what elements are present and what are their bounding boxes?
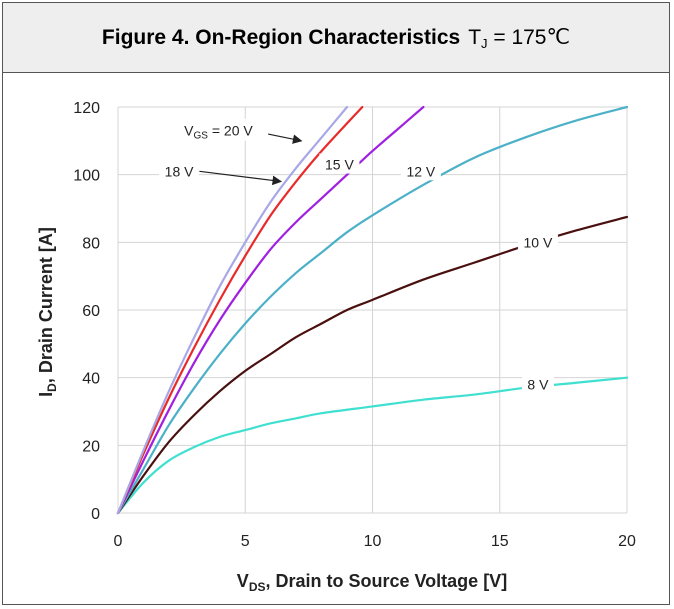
curve-label-1: 10 V (517, 231, 558, 252)
series-line-1 (116, 215, 629, 515)
curve-label-text-3: 15 V (325, 157, 354, 173)
y-tick-label-0: 0 (91, 506, 100, 523)
temperature-subscript: J (481, 35, 488, 51)
x-axis-title: VDS, Drain to Source Voltage [V] (237, 571, 507, 594)
y-axis-title: ID, Drain Current [A] (36, 227, 59, 397)
curve-labels: 8 V 10 V 12 V 15 V 18 V VGS = 20 V (159, 118, 558, 394)
temperature-condition: TJ = 175℃ (468, 25, 570, 51)
curve-label-3: 15 V (319, 153, 360, 174)
curve-label-bg-0 (521, 373, 554, 394)
y-axis-title-sub: D (45, 383, 59, 392)
y-tick-label-5: 100 (73, 168, 100, 185)
x-axis-title-rest: , Drain to Source Voltage [V] (265, 571, 507, 591)
temperature-symbol: T (468, 25, 482, 49)
series-lines (116, 105, 629, 515)
x-tick-label-2: 10 (364, 533, 382, 550)
grid-lines (117, 106, 628, 514)
x-tick-label-3: 15 (491, 533, 509, 550)
y-axis-title-rest: , Drain Current [A] (36, 227, 56, 383)
leader-arrow-20v (268, 133, 303, 144)
y-tick-label-3: 60 (82, 303, 100, 320)
series-line-2 (116, 105, 629, 515)
curve-label-0: 8 V (521, 373, 554, 394)
x-tick-label-0: 0 (114, 533, 123, 550)
x-axis-title-main: V (237, 571, 249, 591)
temperature-value: = 175℃ (487, 25, 571, 49)
tick-labels: 0 20 40 60 80 100 120 0 5 10 15 20 (73, 100, 636, 550)
series-line-3 (116, 105, 425, 515)
leader-arrow-18v (199, 170, 283, 186)
y-tick-label-6: 120 (73, 100, 100, 117)
curve-label-text-5: VGS = 20 V (184, 123, 253, 142)
x-axis-title-sub: DS (249, 580, 266, 594)
x-tick-label-1: 5 (241, 533, 250, 550)
curve-label-text-0: 8 V (527, 376, 549, 392)
y-tick-label-2: 40 (82, 371, 100, 388)
curve-label-text-4: 18 V (165, 163, 194, 179)
curve-label-bg-2 (400, 160, 441, 181)
curve-label-2: 12 V (400, 160, 441, 181)
y-tick-label-4: 80 (82, 235, 100, 252)
series-line-0 (116, 376, 629, 515)
curve-label-bg-4 (159, 160, 200, 181)
y-axis-title-main: I (36, 392, 56, 397)
x-tick-label-4: 20 (618, 533, 636, 550)
series-line-5 (116, 105, 349, 515)
curve-label-text-2: 12 V (406, 163, 435, 179)
curve-label-4: 18 V (159, 160, 200, 181)
curve-label-text-1: 10 V (524, 234, 553, 250)
series-line-4 (116, 105, 364, 515)
figure-header: Figure 4. On-Region Characteristics TJ =… (3, 3, 669, 73)
figure-title: Figure 4. On-Region Characteristics (101, 25, 461, 49)
curve-label-bg-3 (319, 153, 360, 174)
y-tick-label-1: 20 (82, 438, 100, 455)
curve-label-bg-1 (517, 231, 558, 252)
curve-label-bg-5 (178, 118, 259, 141)
curve-label-5: VGS = 20 V (178, 118, 259, 142)
